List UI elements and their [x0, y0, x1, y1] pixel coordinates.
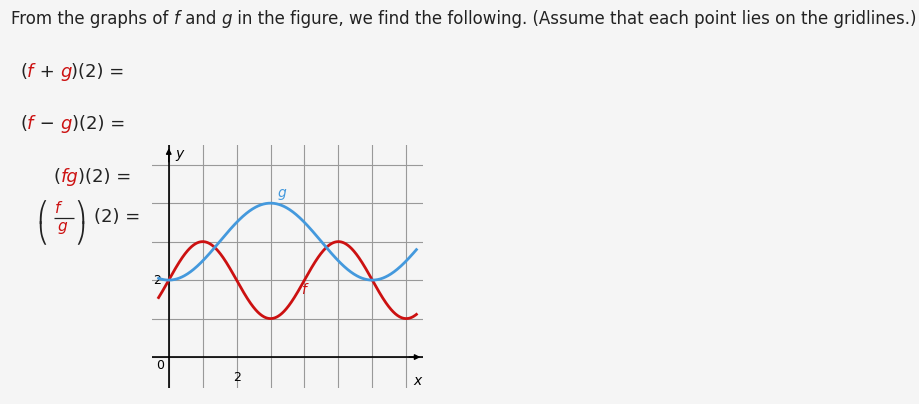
Text: ⎞
⎠: ⎞ ⎠	[75, 200, 85, 245]
Text: −: −	[34, 115, 60, 133]
Text: (: (	[20, 115, 28, 133]
Text: and: and	[179, 10, 221, 28]
Text: (: (	[20, 63, 28, 81]
Text: )(2) =: )(2) =	[78, 168, 131, 186]
Text: )(2) =: )(2) =	[72, 115, 125, 133]
Text: +: +	[34, 63, 60, 81]
Text: fg: fg	[61, 168, 78, 186]
Text: y: y	[175, 147, 183, 161]
Text: f: f	[55, 201, 61, 216]
Text: x: x	[413, 375, 421, 388]
Text: f: f	[28, 115, 34, 133]
Text: )(2) =: )(2) =	[72, 63, 125, 81]
Text: From the graphs of: From the graphs of	[11, 10, 174, 28]
Text: g: g	[60, 63, 72, 81]
Text: in the figure, we find the following. (Assume that each point lies on the gridli: in the figure, we find the following. (A…	[232, 10, 915, 28]
Text: 2: 2	[233, 370, 240, 383]
Text: 0: 0	[155, 359, 164, 372]
Text: 2: 2	[153, 274, 161, 286]
Text: g: g	[57, 219, 67, 234]
Text: f: f	[301, 282, 306, 297]
Text: f: f	[28, 63, 34, 81]
Text: f: f	[174, 10, 179, 28]
Text: g: g	[60, 115, 72, 133]
Text: (: (	[53, 168, 61, 186]
Text: (2) =: (2) =	[94, 208, 140, 226]
Text: g: g	[221, 10, 232, 28]
Text: ⎛
⎝: ⎛ ⎝	[37, 200, 47, 245]
Text: g: g	[277, 186, 286, 200]
